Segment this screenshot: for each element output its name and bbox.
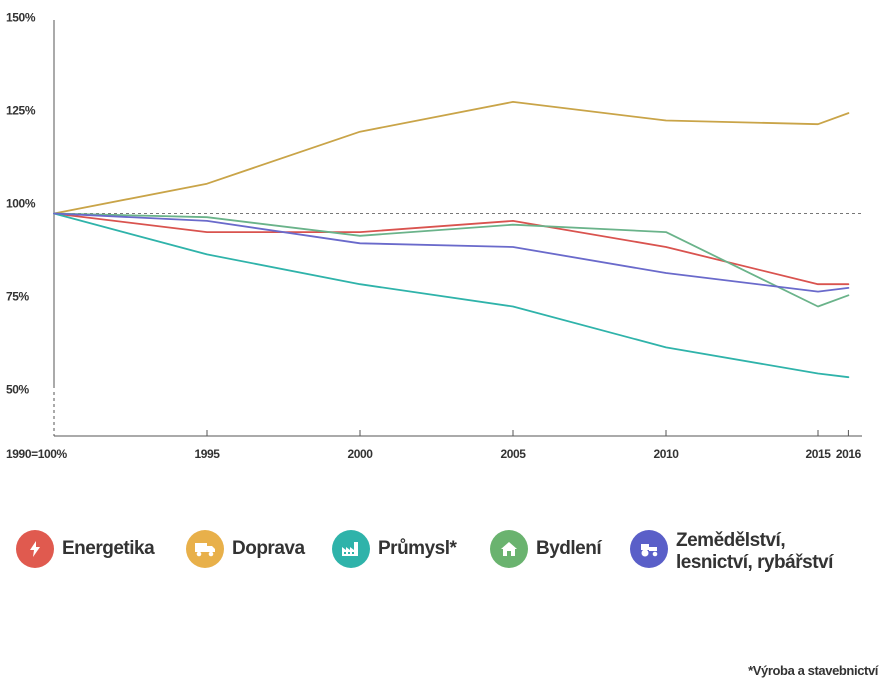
x-tick-label: 2010 — [653, 447, 679, 461]
legend-item-doprava: Doprava — [186, 530, 305, 568]
y-tick-label: 50% — [6, 383, 30, 397]
series-line-energetika — [53, 212, 850, 286]
x-tick-label: 1990=100% — [6, 447, 68, 461]
x-tick-label: 2016 — [836, 447, 862, 461]
legend-item-prumysl: Průmysl* — [332, 530, 457, 568]
tick-labels: 50% 75% 100% 125% 150% 1990=100% 1995 2000 2005 2… — [6, 11, 862, 462]
line-chart: 50% 75% 100% 125% 150% 1990=100% 1995 2000 2005 2… — [6, 11, 864, 462]
legend-item-energetika: Energetika — [16, 530, 155, 568]
series-lines — [53, 101, 850, 379]
y-tick-label: 125% — [6, 104, 36, 118]
y-tick-label: 75% — [6, 290, 30, 304]
x-tick-label: 2015 — [805, 447, 831, 461]
legend-label: Doprava — [232, 538, 305, 559]
x-tick-label: 1995 — [194, 447, 220, 461]
lightning-icon — [16, 530, 54, 568]
legend-label: Energetika — [62, 538, 155, 559]
x-tick-label: 2000 — [347, 447, 373, 461]
series-line-průmysl- — [53, 212, 850, 379]
footnote: *Výroba a stavebnictví — [748, 663, 878, 678]
legend: Energetika Doprava Průmysl* Bydlení Země… — [16, 530, 876, 590]
x-tick-label: 2005 — [500, 447, 526, 461]
legend-label: Průmysl* — [378, 538, 457, 559]
legend-label: Bydlení — [536, 538, 602, 559]
legend-item-bydleni: Bydlení — [490, 530, 602, 568]
series-line-doprava — [53, 101, 850, 215]
house-icon — [490, 530, 528, 568]
truck-icon — [186, 530, 224, 568]
legend-item-zemedelstvi: Zemědělství, lesnictví, rybářství — [630, 530, 866, 574]
factory-icon — [332, 530, 370, 568]
series-line-bydlení — [53, 212, 850, 308]
y-tick-label: 100% — [6, 197, 36, 211]
axes — [53, 20, 864, 437]
series-line-zemědělství — [53, 212, 850, 293]
tractor-icon — [630, 530, 668, 568]
legend-label: Zemědělství, lesnictví, rybářství — [676, 530, 833, 573]
y-tick-label: 150% — [6, 11, 36, 25]
